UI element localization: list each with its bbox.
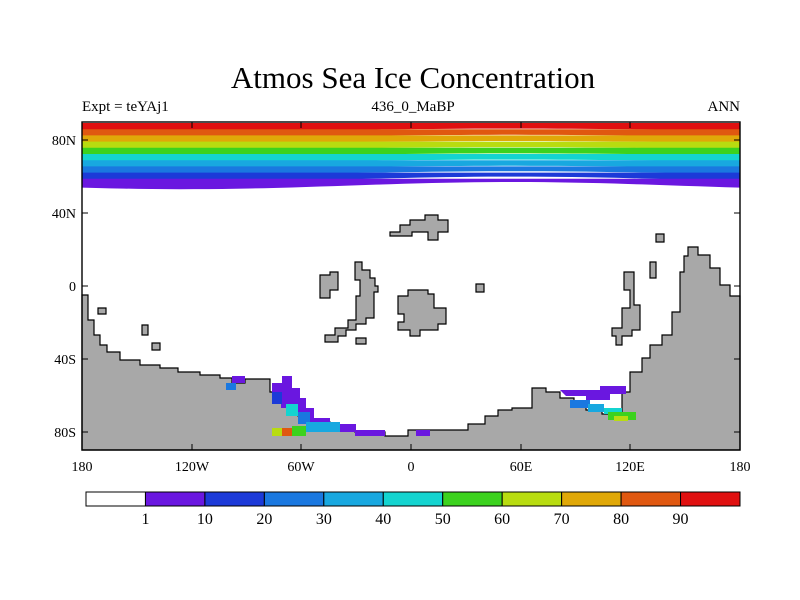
ice-patch [614, 416, 628, 421]
experiment-label: Expt = teYAj1 [82, 99, 169, 115]
antarctica-landmass [81, 246, 741, 451]
ice-patch [226, 383, 236, 390]
ice-patch [232, 376, 245, 383]
north-landmass [611, 271, 641, 346]
lat-label-40s: 40S [54, 353, 76, 368]
colorbar-label: 70 [554, 511, 570, 528]
ice-patch [570, 400, 590, 408]
lat-label-80n: 80N [52, 134, 76, 149]
north-landmass [151, 342, 161, 351]
ice-band [82, 141, 740, 150]
colorbar-label: 80 [613, 511, 629, 528]
north-landmass [324, 261, 379, 343]
lon-label-120w: 120W [175, 460, 210, 475]
ice-patch [292, 426, 306, 436]
lon-label-180e: 180 [730, 460, 751, 475]
ice-patch [298, 412, 310, 424]
ice-patch [306, 422, 340, 432]
colorbar-label: 60 [494, 511, 510, 528]
colorbar-label: 10 [197, 511, 213, 528]
ice-patch [272, 392, 282, 404]
north-landmass [475, 283, 485, 293]
north-landmass [655, 233, 665, 243]
ice-band [82, 178, 740, 190]
north-landmass [649, 261, 657, 279]
colorbar-box [144, 491, 206, 507]
north-landmass [397, 289, 447, 337]
colorbar-box [501, 491, 563, 507]
longitude-axis [191, 122, 631, 450]
colorbar-box [204, 491, 265, 507]
lon-label-60w: 60W [287, 460, 315, 475]
colorbar-labels: 1 10 20 30 40 50 60 70 80 90 [141, 511, 688, 528]
colorbar-label: 1 [141, 511, 149, 528]
colorbar-box [561, 491, 622, 507]
colorbar-label: 40 [375, 511, 391, 528]
colorbar-box [323, 491, 384, 507]
lon-label-180w: 180 [72, 460, 93, 475]
colorbar-box [85, 491, 146, 507]
latitude-axis [82, 139, 740, 433]
colorbar-label: 50 [435, 511, 451, 528]
lon-label-60e: 60E [510, 460, 533, 475]
ice-band [82, 160, 740, 169]
period-label: 436_0_MaBP [371, 99, 455, 115]
map-title: Atmos Sea Ice Concentration [230, 60, 596, 95]
colorbar-box [620, 491, 682, 507]
lon-label-120e: 120E [615, 460, 645, 475]
arctic-ice-bands [82, 123, 740, 190]
colorbar-box [680, 491, 741, 507]
ice-patch [560, 386, 626, 400]
colorbar [85, 491, 741, 507]
antarctic-sea-ice [226, 376, 636, 436]
ice-patch [588, 404, 604, 412]
north-landmass [97, 307, 107, 315]
north-landmass [141, 324, 149, 336]
north-landmass [389, 214, 449, 241]
lat-label-40n: 40N [52, 207, 76, 222]
ice-patch [282, 428, 292, 436]
ice-band [82, 147, 740, 156]
colorbar-box [263, 491, 325, 507]
colorbar-box [442, 491, 503, 507]
lon-label-0: 0 [408, 460, 415, 475]
north-landmass [319, 271, 339, 299]
season-label: ANN [707, 99, 741, 115]
ice-patch [286, 404, 298, 416]
ice-band [82, 154, 740, 162]
colorbar-label: 20 [256, 511, 272, 528]
colorbar-label: 30 [316, 511, 332, 528]
ice-band [82, 135, 740, 144]
north-landmass [355, 337, 367, 345]
lat-label-eq: 0 [69, 280, 76, 295]
ice-patch [272, 428, 282, 436]
land [81, 214, 741, 451]
colorbar-label: 90 [673, 511, 689, 528]
lat-label-80s: 80S [54, 426, 76, 441]
ice-patch [416, 430, 430, 436]
colorbar-box [382, 491, 444, 507]
ice-band [82, 129, 740, 138]
